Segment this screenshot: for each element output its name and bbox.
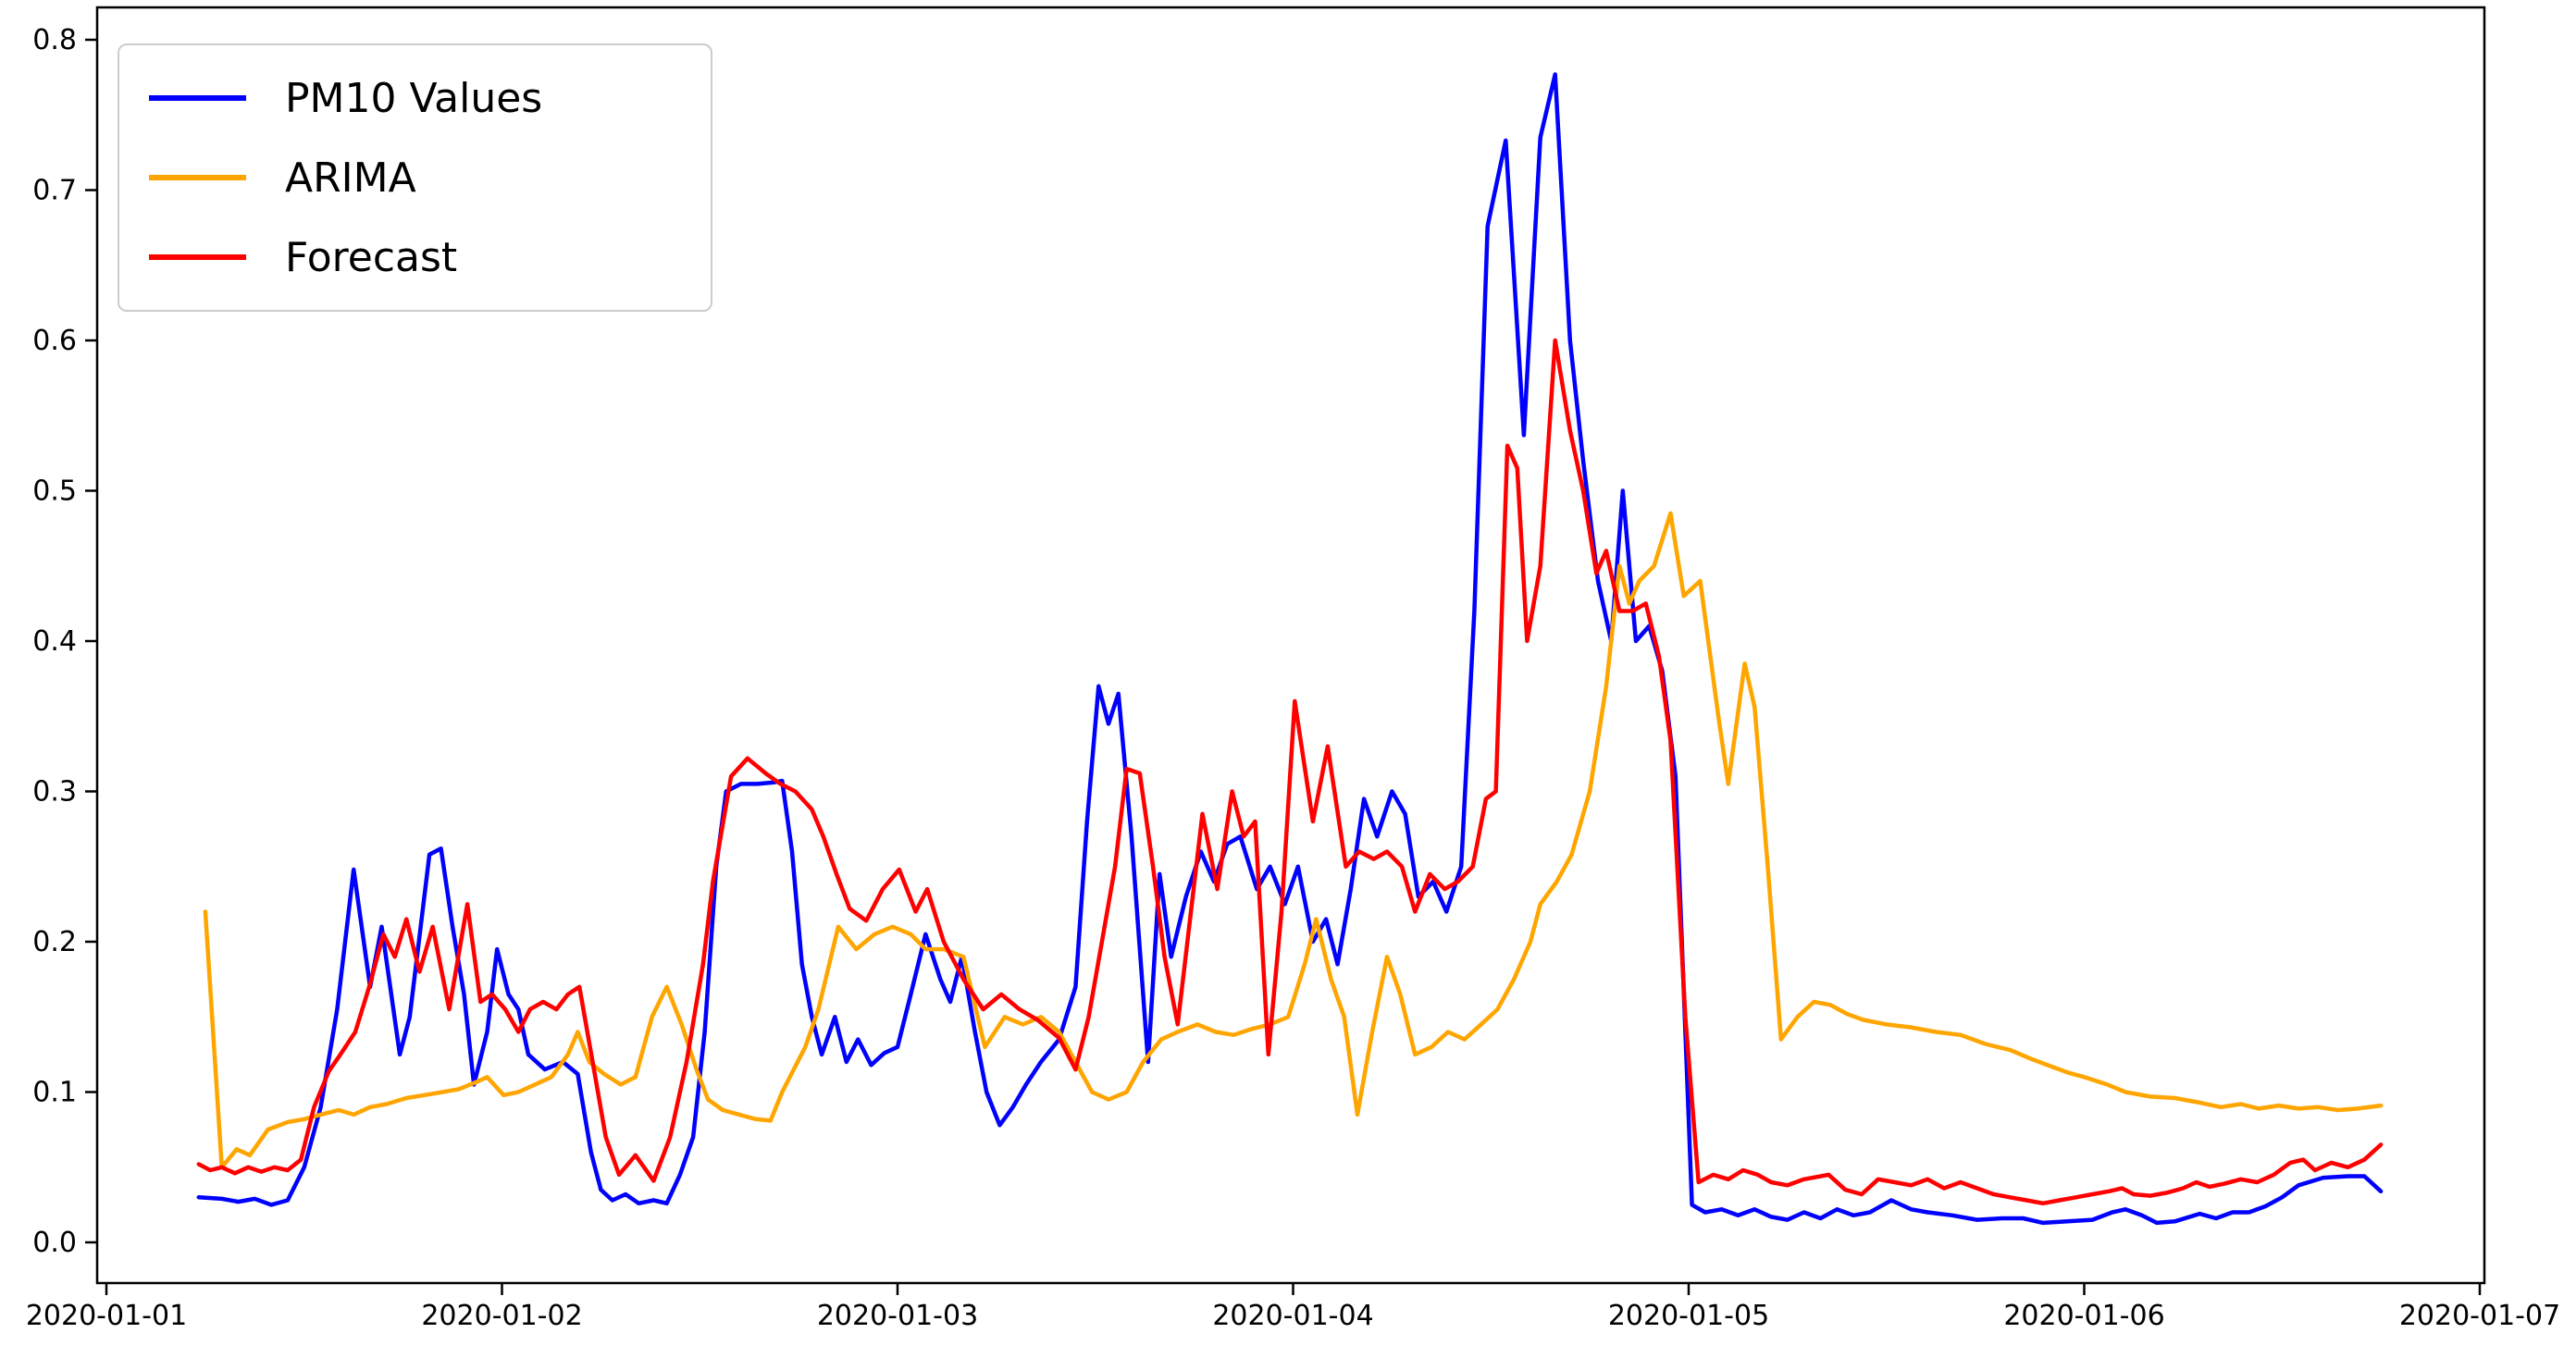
x-tick-label: 2020-01-05 <box>1608 1300 1769 1332</box>
series-line-arima <box>203 511 2384 1170</box>
y-tick-label: 0.8 <box>32 24 77 56</box>
legend-line-sample-forecast <box>149 254 246 260</box>
x-tick-label: 2020-01-02 <box>421 1300 582 1332</box>
legend-label-forecast: Forecast <box>285 233 458 281</box>
y-tick-label: 0.2 <box>32 926 77 958</box>
y-tick-label: 0.5 <box>32 475 77 508</box>
y-tick-label: 0.0 <box>32 1227 77 1259</box>
x-tick-label: 2020-01-07 <box>2399 1300 2560 1332</box>
series-line-pm10-values <box>196 72 2384 1226</box>
legend: PM10 Values ARIMA Forecast <box>118 43 712 312</box>
legend-entry-forecast: Forecast <box>149 234 711 281</box>
x-tick-label: 2020-01-06 <box>2003 1300 2164 1332</box>
y-tick-label: 0.1 <box>32 1077 77 1109</box>
y-tick-label: 0.4 <box>32 625 77 658</box>
legend-entry-pm10: PM10 Values <box>149 75 711 122</box>
series-line-forecast <box>196 338 2384 1206</box>
axes-spines <box>95 6 2486 1285</box>
legend-line-sample-pm10 <box>149 95 246 101</box>
y-tick-label: 0.6 <box>32 325 77 357</box>
x-tick-label: 2020-01-03 <box>817 1300 978 1332</box>
legend-label-arima: ARIMA <box>285 154 416 202</box>
legend-entry-arima: ARIMA <box>149 154 711 202</box>
legend-label-pm10: PM10 Values <box>285 74 543 122</box>
x-tick-label: 2020-01-01 <box>26 1300 187 1332</box>
y-tick-label: 0.3 <box>32 776 77 809</box>
y-tick-label: 0.7 <box>32 175 77 207</box>
legend-line-sample-arima <box>149 175 246 180</box>
x-tick-label: 2020-01-04 <box>1212 1300 1373 1332</box>
